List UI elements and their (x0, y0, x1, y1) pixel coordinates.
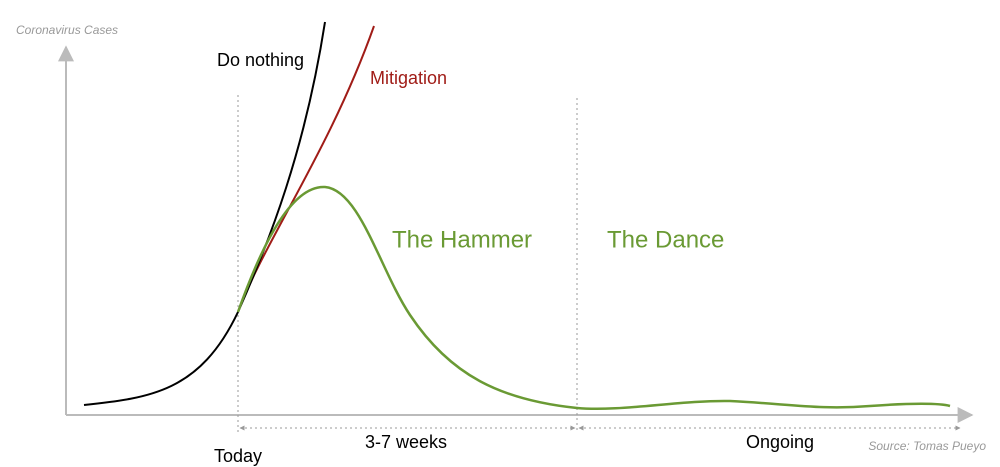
y-axis-label: Coronavirus Cases (16, 23, 118, 37)
dance-label: The Dance (607, 226, 724, 253)
hammer-label: The Hammer (392, 226, 532, 253)
today-label: Today (214, 446, 262, 466)
do-nothing-curve (83, 21, 326, 406)
hammer-dance-curve (236, 185, 951, 411)
mitigation-label: Mitigation (370, 68, 447, 88)
dance-duration: Ongoing (746, 432, 814, 452)
source: Source: Tomas Pueyo (868, 439, 986, 453)
hammer-duration: 3-7 weeks (365, 432, 447, 452)
do-nothing-label: Do nothing (217, 50, 304, 70)
